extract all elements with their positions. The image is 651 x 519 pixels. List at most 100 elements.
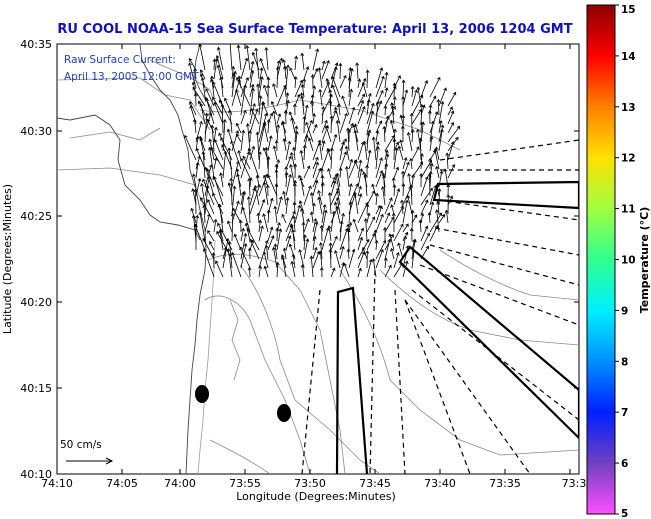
current-vector <box>438 213 446 224</box>
current-vector <box>198 135 206 161</box>
current-vector <box>212 81 224 107</box>
current-vector <box>428 170 433 188</box>
current-vector <box>357 141 365 161</box>
current-vector <box>384 87 389 98</box>
current-vector <box>267 135 273 152</box>
x-tick-label: 74:05 <box>106 477 138 490</box>
current-vector <box>245 44 251 71</box>
current-vector <box>348 183 353 197</box>
current-vector <box>429 95 437 107</box>
current-vector <box>375 248 384 269</box>
current-vector <box>263 265 269 278</box>
current-vector <box>285 173 292 197</box>
current-vector <box>294 130 299 152</box>
current-vector <box>429 135 434 152</box>
current-vector <box>438 120 443 134</box>
current-vector <box>321 209 328 233</box>
current-vector <box>446 194 451 215</box>
current-vector <box>292 201 297 215</box>
current-vector <box>246 227 260 251</box>
current-vector <box>328 89 333 107</box>
current-vector <box>365 203 370 215</box>
current-vector <box>202 178 215 206</box>
current-vector <box>229 177 234 206</box>
current-vector <box>227 220 233 233</box>
current-vector <box>266 209 271 224</box>
current-vector <box>294 55 299 71</box>
current-vector <box>309 191 314 206</box>
current-vector <box>317 196 323 215</box>
current-vector <box>406 194 413 215</box>
current-vector <box>258 101 265 134</box>
current-vector <box>213 58 219 80</box>
current-vector <box>303 185 312 206</box>
current-vector <box>329 147 334 170</box>
x-tick-label: 73:55 <box>229 477 261 490</box>
current-vector <box>357 168 364 188</box>
current-vector <box>321 105 326 125</box>
current-vector <box>384 238 392 260</box>
current-vector <box>212 96 224 116</box>
current-vector <box>218 99 233 125</box>
current-vector <box>310 73 315 89</box>
map-title: RU COOL NOAA-15 Sea Surface Temperature:… <box>57 22 572 37</box>
current-vector <box>420 176 429 197</box>
colorbar-label: Temperature (°C) <box>638 207 651 314</box>
current-vector <box>213 176 224 206</box>
current-vector <box>334 249 341 269</box>
current-vector <box>310 94 315 107</box>
current-vector <box>226 248 233 278</box>
current-vector <box>375 170 384 188</box>
current-vector <box>285 197 290 215</box>
current-vector <box>236 44 242 71</box>
current-vector <box>294 125 299 143</box>
current-vector <box>348 158 354 170</box>
current-vector <box>300 83 305 98</box>
current-vector <box>363 218 368 242</box>
current-vector <box>213 218 218 233</box>
current-vector <box>375 67 384 89</box>
current-vector <box>300 264 305 278</box>
current-vector <box>195 177 202 197</box>
current-vector <box>327 191 332 215</box>
current-vector <box>216 46 224 71</box>
current-vector <box>375 192 379 206</box>
current-vector <box>291 228 296 251</box>
current-vector <box>275 227 280 242</box>
current-vector <box>402 89 409 107</box>
y-axis-label: Latitude (Degrees:Minutes) <box>1 184 14 334</box>
current-vector <box>392 138 397 161</box>
current-vector <box>266 118 271 134</box>
current-vector <box>267 174 278 197</box>
current-vector <box>371 258 377 278</box>
current-vector <box>363 173 368 197</box>
current-vector <box>239 246 251 269</box>
current-vector <box>192 86 206 107</box>
current-vector <box>410 85 415 98</box>
current-vector <box>445 152 450 170</box>
current-vector <box>238 219 243 233</box>
x-tick-label: 73:40 <box>424 477 456 490</box>
current-vector <box>447 110 455 125</box>
current-vector <box>354 159 359 170</box>
current-vector <box>219 76 224 98</box>
current-vector <box>420 199 429 215</box>
current-vector <box>348 106 356 125</box>
current-vector <box>240 77 250 98</box>
current-vector <box>211 252 216 269</box>
current-vector <box>213 126 218 143</box>
current-vector <box>240 232 248 260</box>
current-vector <box>207 229 215 242</box>
current-vector <box>303 66 310 80</box>
current-vector <box>262 251 269 269</box>
coastline <box>57 44 207 474</box>
current-vector <box>208 138 215 161</box>
colorbar-tick-label: 15 <box>621 4 636 16</box>
current-vector <box>258 265 263 278</box>
current-vector <box>447 141 455 161</box>
legend-line-2: April 13, 2005 12:00 GMT <box>64 71 199 83</box>
current-vector <box>258 198 266 215</box>
current-vector <box>447 121 455 134</box>
current-vector <box>281 120 287 143</box>
